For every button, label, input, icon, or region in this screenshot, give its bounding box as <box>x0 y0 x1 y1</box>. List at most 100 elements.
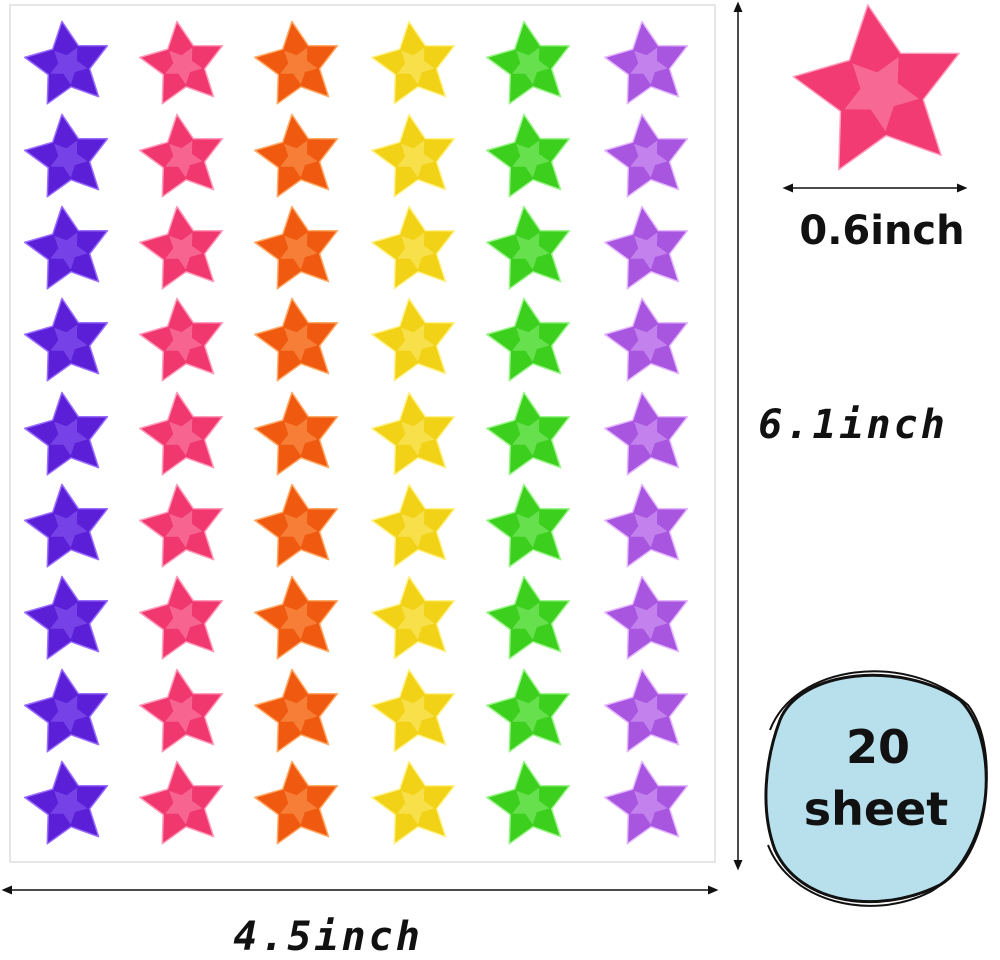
star-shine <box>630 418 668 456</box>
star-shine <box>165 324 203 362</box>
star-sticker <box>138 575 224 660</box>
star-shine <box>50 510 88 548</box>
star-shine <box>512 418 550 456</box>
star-sticker <box>23 205 109 290</box>
star-shine <box>397 418 435 456</box>
star-sticker <box>23 20 109 105</box>
star-sticker <box>370 575 456 660</box>
star-shine <box>165 510 203 548</box>
star-shine <box>397 695 435 733</box>
star-sticker <box>138 297 224 382</box>
star-sticker <box>370 483 456 568</box>
star-shine <box>397 47 435 85</box>
star-shine <box>50 418 88 456</box>
badge-unit: sheet <box>804 782 949 836</box>
star-shine <box>397 787 435 825</box>
sticker-sheet <box>9 4 716 863</box>
star-shine <box>630 324 668 362</box>
star-shine <box>397 324 435 362</box>
star-sticker <box>138 760 224 845</box>
star-sticker <box>603 668 689 753</box>
star-sticker <box>603 391 689 476</box>
star-shine <box>280 47 318 85</box>
star-sticker <box>485 113 571 198</box>
star-sticker <box>485 205 571 290</box>
star-shine <box>397 232 435 270</box>
star-shine <box>165 47 203 85</box>
star-sticker <box>485 575 571 660</box>
star-sticker <box>253 391 339 476</box>
star-sticker <box>485 297 571 382</box>
star-shine <box>280 418 318 456</box>
star-sticker <box>370 205 456 290</box>
star-shine <box>280 324 318 362</box>
star-sticker <box>603 20 689 105</box>
star-shine <box>165 695 203 733</box>
star-sticker <box>603 483 689 568</box>
star-sticker <box>370 20 456 105</box>
star-sticker <box>370 391 456 476</box>
star-shine <box>280 602 318 640</box>
star-shine <box>280 787 318 825</box>
star-sticker <box>23 391 109 476</box>
star-sticker <box>603 205 689 290</box>
star-shine <box>512 695 550 733</box>
star-sticker <box>485 391 571 476</box>
star-sticker <box>253 575 339 660</box>
star-shine <box>50 232 88 270</box>
star-shine <box>165 232 203 270</box>
star-shine <box>397 140 435 178</box>
badge-count: 20 <box>846 720 910 774</box>
star-sticker <box>253 205 339 290</box>
star-shine <box>165 602 203 640</box>
star-sticker <box>138 205 224 290</box>
star-shine <box>512 324 550 362</box>
star-sticker <box>23 483 109 568</box>
star-shine <box>630 787 668 825</box>
star-shine <box>512 232 550 270</box>
star-sticker <box>370 760 456 845</box>
star-shine <box>50 695 88 733</box>
height-label: 6.1inch <box>758 402 948 448</box>
star-shine <box>397 510 435 548</box>
star-sticker <box>603 297 689 382</box>
star-sticker <box>370 113 456 198</box>
star-sticker <box>603 760 689 845</box>
star-shine <box>50 140 88 178</box>
sheet-count-badge: 20 sheet <box>764 670 988 907</box>
star-shine <box>630 140 668 178</box>
star-sticker <box>603 113 689 198</box>
star-sticker <box>253 297 339 382</box>
star-sticker <box>138 20 224 105</box>
star-shine <box>280 232 318 270</box>
star-shine <box>50 602 88 640</box>
star-sticker <box>253 760 339 845</box>
star-sticker <box>603 575 689 660</box>
star-sticker <box>23 760 109 845</box>
star-shine <box>630 47 668 85</box>
single-star <box>792 4 960 171</box>
star-shine <box>512 140 550 178</box>
star-shine <box>280 510 318 548</box>
star-sticker <box>138 483 224 568</box>
star-sticker <box>485 760 571 845</box>
star-shine <box>630 695 668 733</box>
star-shine <box>512 602 550 640</box>
star-shine <box>844 57 919 132</box>
star-sticker <box>370 297 456 382</box>
star-sticker <box>370 668 456 753</box>
star-shine <box>397 602 435 640</box>
star-size-label: 0.6inch <box>799 208 964 254</box>
star-sticker <box>485 483 571 568</box>
star-shine <box>50 47 88 85</box>
star-sticker <box>23 297 109 382</box>
star-sticker <box>138 113 224 198</box>
star-sticker <box>253 113 339 198</box>
star-shine <box>630 510 668 548</box>
star-shine <box>165 418 203 456</box>
star-sticker <box>485 20 571 105</box>
star-sticker <box>485 668 571 753</box>
star-sticker <box>23 113 109 198</box>
